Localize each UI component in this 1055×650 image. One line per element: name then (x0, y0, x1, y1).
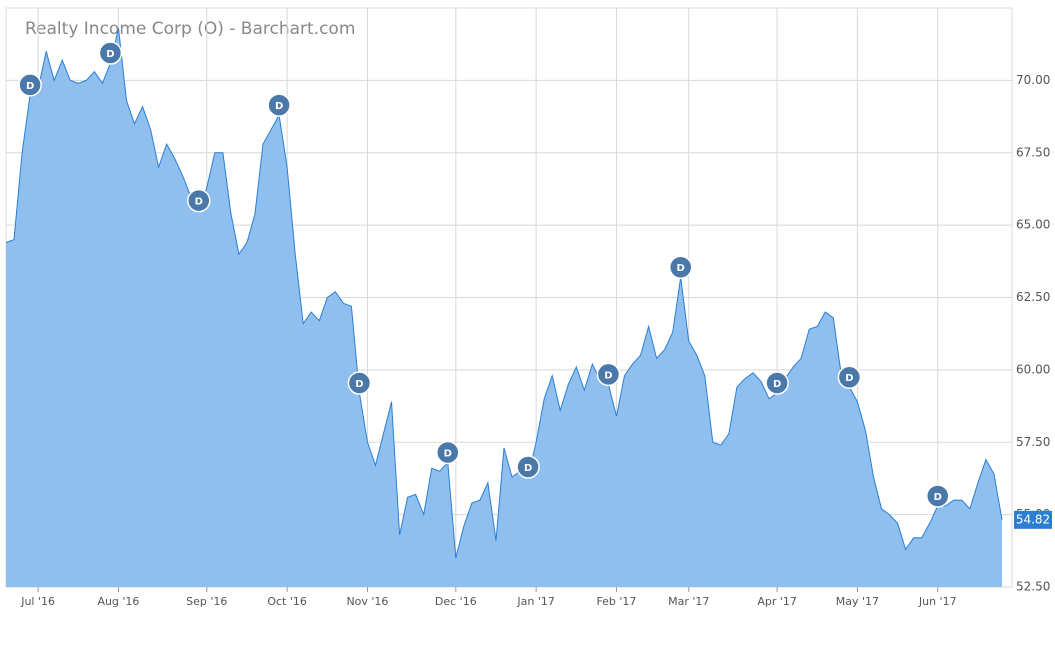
y-tick-label: 62.50 (1016, 290, 1050, 304)
x-tick-label: Mar '17 (668, 595, 709, 608)
dividend-label: D (524, 463, 532, 474)
dividend-label: D (444, 449, 452, 460)
dividend-marker: D (516, 455, 540, 479)
dividend-label: D (934, 492, 942, 503)
dividend-dot (187, 188, 211, 213)
last-price: 54.82 (1016, 512, 1050, 526)
y-tick-label: 67.50 (1016, 145, 1050, 159)
dividend-dot (18, 73, 42, 97)
x-tick-label: Oct '16 (267, 595, 307, 608)
dividend-marker: D (925, 484, 950, 508)
dividend-dot (98, 41, 123, 65)
x-tick-label: Jan '17 (516, 595, 554, 608)
area (6, 28, 1002, 588)
dividend-marker: D (436, 440, 460, 465)
dividend-dot (668, 255, 693, 279)
x-tick-label: May '17 (836, 595, 879, 608)
dividend-label: D (604, 370, 612, 381)
dividend-marker: D (347, 371, 372, 395)
dividend-marker: D (267, 93, 291, 117)
dividend-label: D (195, 197, 203, 208)
chart-title: Realty Income Corp (O) - Barchart.com (25, 19, 355, 39)
y-tick-label: 60.00 (1016, 362, 1050, 376)
x-tick-label: Apr '17 (757, 595, 797, 608)
dividend-dot (837, 365, 862, 389)
y-tick-label: 57.50 (1016, 435, 1050, 449)
y-tick-label: 70.00 (1016, 73, 1050, 87)
dividend-dot (516, 455, 540, 479)
x-tick-label: Aug '16 (97, 595, 139, 608)
dividend-dot (347, 371, 372, 395)
x-tick-label: Jun '17 (918, 595, 957, 608)
dividend-marker: D (837, 365, 862, 389)
dividend-label: D (26, 81, 34, 92)
dividend-marker: D (187, 188, 211, 213)
x-tick-label: Sep '16 (186, 595, 227, 608)
dividend-label: D (845, 373, 853, 384)
dividend-marker: D (98, 41, 123, 65)
dividend-label: D (677, 263, 685, 274)
dividend-label: D (355, 379, 363, 390)
dividend-marker: D (765, 371, 789, 395)
x-tick-label: Dec '16 (435, 595, 477, 608)
line (5, 28, 1003, 559)
y-tick-label: 65.00 (1016, 218, 1050, 232)
dividend-marker: D (668, 255, 693, 279)
dividend-label: D (275, 101, 283, 112)
x-tick-label: Jul '16 (20, 595, 55, 608)
last-price-box (1014, 510, 1052, 529)
dividend-dot (267, 93, 291, 117)
dividend-label: D (773, 379, 781, 390)
x-tick-label: Feb '17 (596, 595, 636, 608)
x-tick-label: Nov '16 (346, 595, 388, 608)
y-tick-label: 52.50 (1016, 580, 1050, 594)
dividend-marker: D (596, 362, 621, 387)
dividend-dot (436, 440, 460, 465)
dividend-dot (765, 371, 789, 395)
dividend-marker: D (18, 73, 42, 97)
dividend-dot (925, 484, 950, 508)
dividend-dot (596, 362, 621, 387)
dividend-label: D (106, 49, 114, 60)
